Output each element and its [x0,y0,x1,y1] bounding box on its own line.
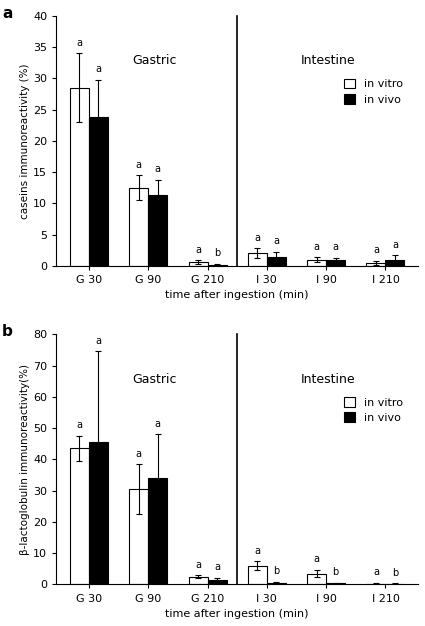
Text: Intestine: Intestine [300,373,355,386]
Legend: in vitro, in vivo: in vitro, in vivo [342,76,405,107]
Text: b: b [332,567,339,577]
Text: a: a [76,421,82,431]
Bar [89,442,108,585]
Bar [267,583,286,585]
Text: a: a [155,419,161,429]
X-axis label: time after ingestion (min): time after ingestion (min) [165,290,309,300]
Bar [148,478,167,585]
Bar [307,260,326,266]
Text: a: a [195,560,201,570]
Text: Intestine: Intestine [300,54,355,67]
Bar [267,257,286,266]
Bar [89,117,108,266]
Text: b: b [214,249,220,258]
Bar [207,580,227,585]
Bar [189,577,207,585]
Text: a: a [373,245,379,255]
Bar [129,489,148,585]
Y-axis label: β-lactoglobulin immunoreactivity(%): β-lactoglobulin immunoreactivity(%) [20,364,31,555]
Text: a: a [373,567,379,577]
Text: b: b [2,324,13,339]
Text: a: a [314,554,320,564]
Text: Gastric: Gastric [132,54,176,67]
Bar [70,88,89,266]
Text: a: a [255,545,261,555]
Y-axis label: caseins immunoreactivity (%): caseins immunoreactivity (%) [20,63,31,218]
Bar [148,195,167,266]
Text: a: a [255,233,261,243]
Bar [248,254,267,266]
Text: a: a [155,164,161,174]
Text: a: a [195,245,201,255]
Text: a: a [76,38,82,48]
Text: a: a [314,242,320,252]
Text: Gastric: Gastric [132,373,176,386]
Text: b: b [273,567,280,577]
Legend: in vitro, in vivo: in vitro, in vivo [342,395,405,425]
Bar [326,260,345,266]
Text: a: a [96,64,102,74]
Text: a: a [136,160,142,170]
Bar [366,583,385,585]
Bar [207,265,227,266]
Text: a: a [273,236,279,246]
Text: a: a [136,449,142,459]
X-axis label: time after ingestion (min): time after ingestion (min) [165,609,309,619]
Text: a: a [392,240,398,250]
Bar [307,573,326,585]
Bar [385,260,405,266]
Text: a: a [214,562,220,572]
Text: a: a [96,336,102,346]
Text: a: a [2,6,12,21]
Bar [70,448,89,585]
Bar [366,263,385,266]
Text: b: b [392,568,398,578]
Bar [248,566,267,585]
Bar [189,262,207,266]
Text: a: a [333,242,339,252]
Bar [129,188,148,266]
Bar [326,583,345,585]
